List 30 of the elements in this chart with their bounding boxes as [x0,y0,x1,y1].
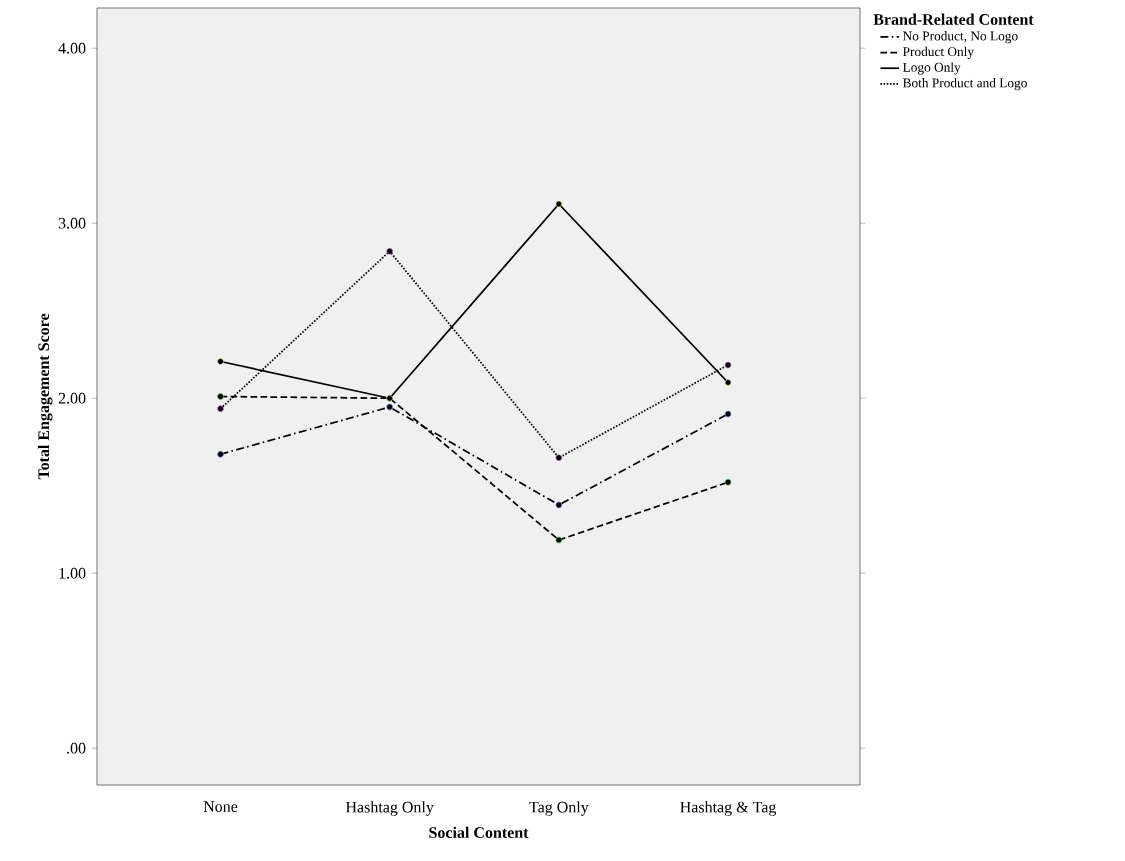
legend-label: Product Only [902,46,975,59]
point [555,454,563,462]
x-tick-label: None [203,801,238,812]
point [386,403,393,411]
y-tick-label: 4.00 [58,42,86,54]
y-axis-title: Total Engagement Score [37,313,53,480]
point [555,536,563,544]
legend-label: Both Product and Logo [902,78,1027,91]
point [555,501,563,509]
point [217,450,224,458]
x-axis-title: Social Content [429,826,529,838]
y-tick-label: 1.00 [59,567,86,579]
point [386,247,393,255]
x-tick-label: Hashtag Only [345,801,434,816]
y-tick-label: 2.00 [58,392,86,404]
x-tick-label: Tag Only [529,801,589,816]
point [724,410,732,418]
point [217,358,224,365]
legend-label: Logo Only [902,62,961,75]
point [217,393,224,400]
point [217,405,224,413]
y-tick-label: .00 [67,742,86,754]
legend-title: Brand-Related Content [873,13,1034,25]
y-tick-label: 3.00 [58,217,86,229]
legend-label: No Product, No Logo [902,31,1018,44]
point [555,200,563,208]
x-tick-label: Hashtag & Tag [680,801,777,816]
point [724,379,732,386]
point [724,361,732,369]
point [724,478,732,486]
